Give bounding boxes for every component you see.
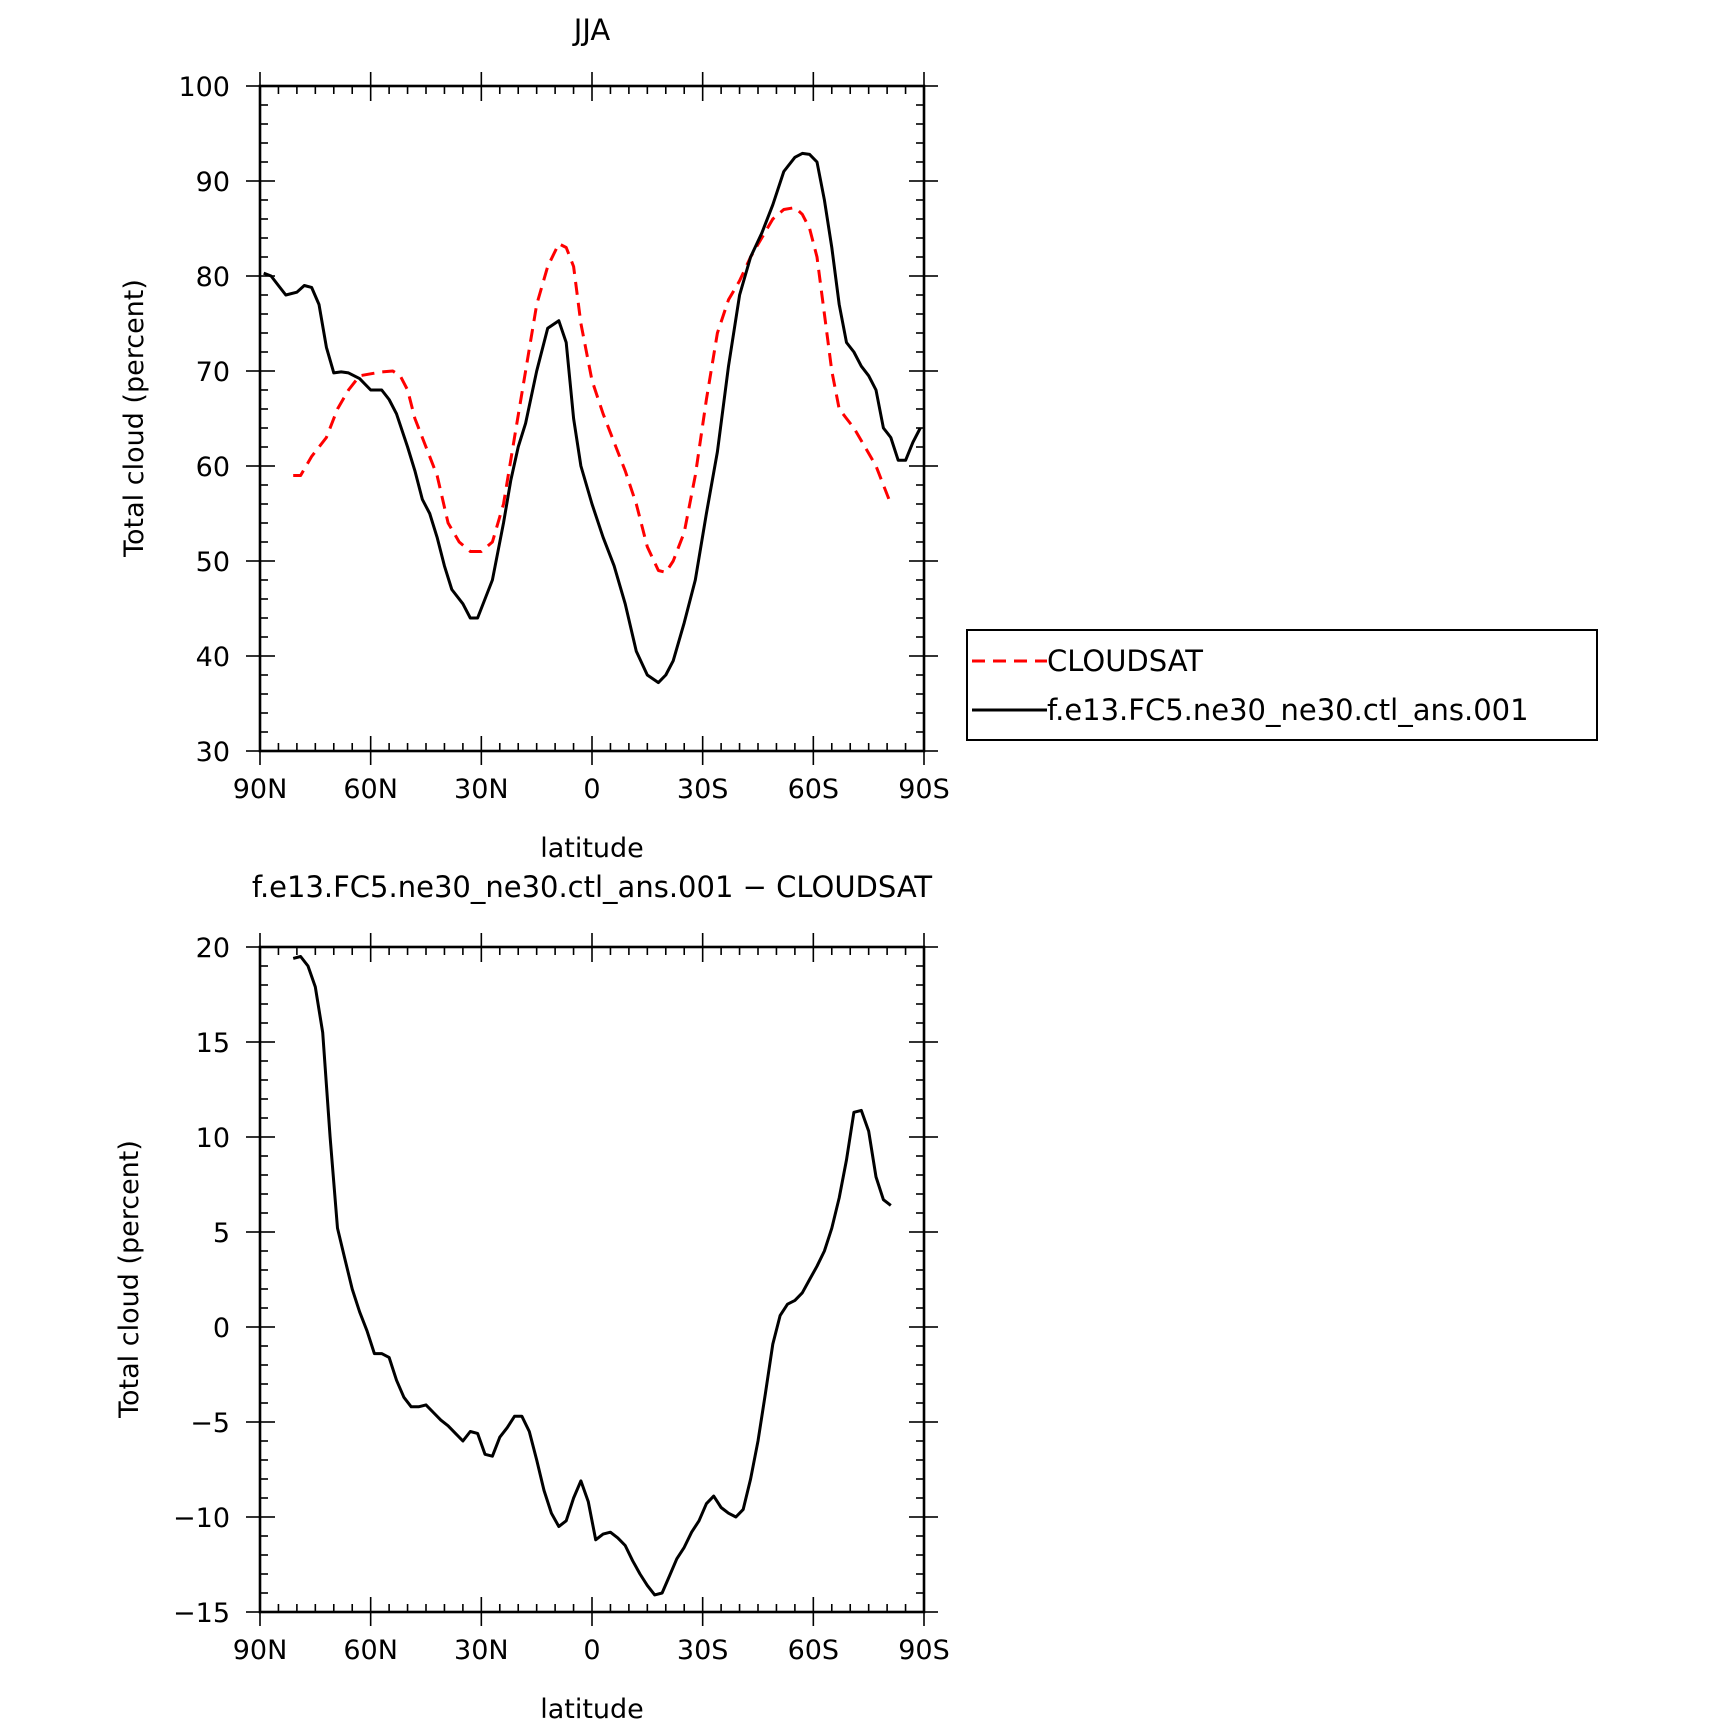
top-x-tick-label: 60S	[788, 774, 840, 805]
top-y-tick-label: 40	[196, 642, 230, 673]
top-x-tick-label: 30N	[454, 774, 509, 805]
bottom-x-tick-label: 90N	[233, 1635, 288, 1666]
bottom-y-tick-label: 20	[196, 933, 230, 964]
legend-label-cloudsat: CLOUDSAT	[1047, 644, 1203, 678]
top-x-tick-label: 0	[583, 774, 600, 805]
top-y-tick-label: 90	[196, 167, 230, 198]
legend-box	[966, 629, 1598, 741]
top-y-tick-label: 60	[196, 452, 230, 483]
top-series-line-cloudsat	[293, 206, 893, 574]
legend: CLOUDSAT f.e13.FC5.ne30_ne30.ctl_ans.001	[966, 629, 1598, 741]
bottom-panel: f.e13.FC5.ne30_ne30.ctl_ans.001 − CLOUDS…	[114, 870, 950, 1725]
bottom-x-tick-label: 60S	[788, 1635, 840, 1666]
bottom-series-group	[292, 955, 892, 1597]
legend-label-model: f.e13.FC5.ne30_ne30.ctl_ans.001	[1047, 693, 1529, 727]
bottom-plot-frame	[258, 945, 926, 1614]
bottom-y-tick-label: 5	[213, 1218, 230, 1249]
top-y-tick-label: 70	[196, 357, 230, 388]
top-chart-title: JJA	[572, 13, 611, 47]
top-x-tick-label: 60N	[343, 774, 398, 805]
bottom-x-tick-label: 30N	[454, 1635, 509, 1666]
bottom-series-line-difference	[292, 955, 892, 1597]
bottom-chart-title: f.e13.FC5.ne30_ne30.ctl_ans.001 − CLOUDS…	[252, 870, 933, 904]
top-y-tick-label: 30	[196, 737, 230, 768]
bottom-y-tick-label: 10	[196, 1123, 230, 1154]
bottom-x-tick-label: 60N	[343, 1635, 398, 1666]
top-y-tick-label: 100	[178, 72, 230, 103]
bottom-y-tick-label: 15	[196, 1028, 230, 1059]
top-x-tick-label: 30S	[677, 774, 729, 805]
bottom-x-axis-label: latitude	[540, 1694, 644, 1725]
top-panel: JJA 90N 60N 30N 0 30S 60S 90S 30 40 50 60 70 80 90 100…	[119, 13, 950, 864]
bottom-y-tick-label: 0	[213, 1313, 230, 1344]
bottom-x-tick-label: 90S	[898, 1635, 950, 1666]
top-axis-ticks: 90N 60N 30N 0 30S 60S 90S 30 40 50 60 70 80 90 100	[178, 72, 950, 805]
top-y-tick-label: 80	[196, 262, 230, 293]
bottom-axis-ticks: 90N 60N 30N 0 30S 60S 90S −15 −10 −5 0 5 10 15 20	[173, 933, 950, 1666]
bottom-y-axis-label: Total cloud (percent)	[114, 1140, 145, 1419]
top-x-axis-label: latitude	[540, 833, 644, 864]
top-y-axis-label: Total cloud (percent)	[119, 279, 150, 558]
top-plot-frame	[258, 84, 926, 753]
bottom-x-tick-label: 0	[583, 1635, 600, 1666]
top-series-group	[263, 151, 922, 685]
top-x-tick-label: 90N	[233, 774, 288, 805]
bottom-y-tick-label: −10	[173, 1503, 230, 1534]
top-y-tick-label: 50	[196, 547, 230, 578]
bottom-y-tick-label: −5	[190, 1408, 230, 1439]
top-x-tick-label: 90S	[898, 774, 950, 805]
bottom-y-tick-label: −15	[173, 1598, 230, 1629]
bottom-x-tick-label: 30S	[677, 1635, 729, 1666]
top-series-line-model	[263, 151, 922, 685]
